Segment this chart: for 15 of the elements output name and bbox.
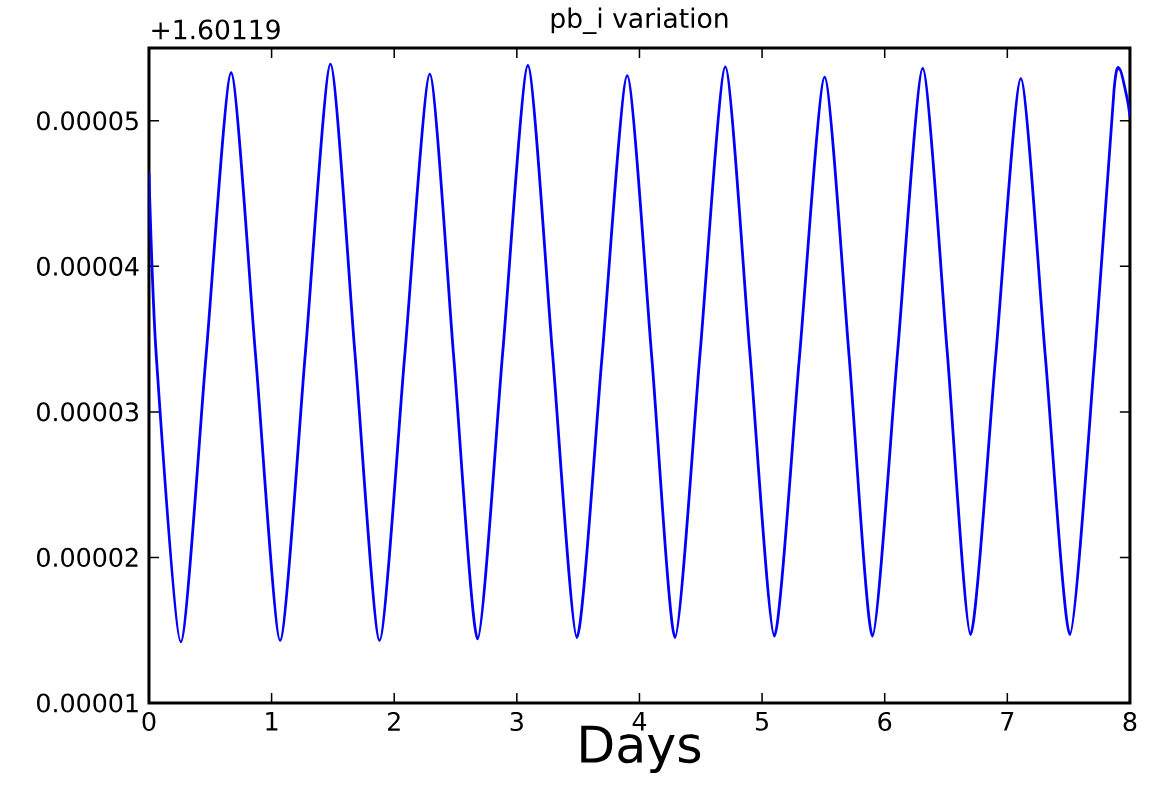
x-tick-label: 8: [1123, 711, 1137, 732]
y-tick-label: 0.00001: [37, 693, 138, 713]
x-tick-label: 6: [878, 711, 892, 732]
text: +1.60119: [152, 19, 280, 40]
x-tick-label: 7: [1001, 711, 1014, 731]
x-tick-label: 0: [142, 711, 156, 732]
x-tick-label: 1: [266, 711, 278, 731]
y-tick-label: 0.00003: [37, 402, 138, 422]
x-tick-label: 3: [510, 711, 523, 732]
x-tick-label: 5: [755, 711, 768, 731]
y-tick-label: 0.00005: [37, 111, 138, 131]
x-tick-label: 2: [388, 711, 400, 731]
chart-title: pb_i variation: [551, 7, 728, 35]
y-tick-label: 0.00004: [37, 256, 139, 276]
y-tick-label: 0.00002: [37, 547, 138, 568]
